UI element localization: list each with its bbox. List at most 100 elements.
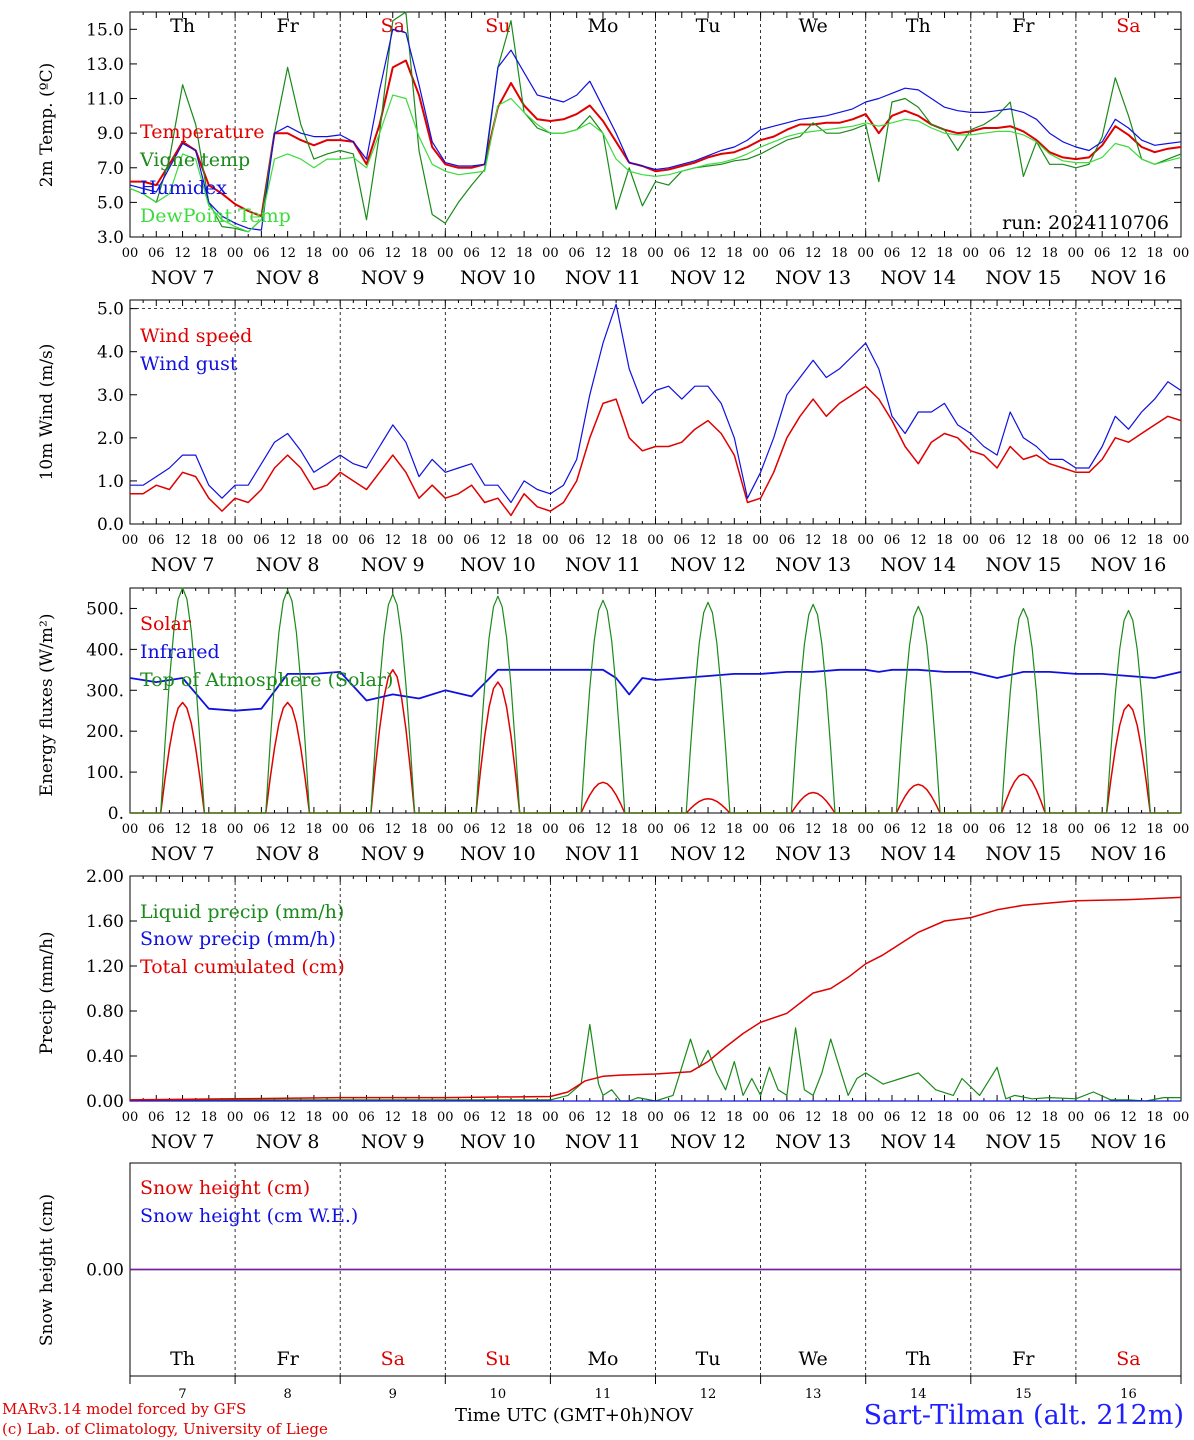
date-label: NOV 13	[775, 843, 851, 865]
hour-tick-label: 00	[752, 1110, 769, 1125]
hour-tick-label: 00	[752, 533, 769, 548]
date-label: NOV 11	[565, 554, 641, 576]
hour-tick-label: 00	[752, 246, 769, 261]
series-line-wind-0	[130, 385, 1182, 517]
hour-tick-label: 00	[1173, 246, 1190, 261]
hour-tick-label: 18	[306, 533, 323, 548]
hour-tick-label: 18	[306, 1110, 323, 1125]
series-line-temp-0	[130, 59, 1182, 218]
hour-tick-label: 12	[805, 533, 822, 548]
day-name: Tu	[696, 1348, 721, 1370]
day-name: Su	[485, 15, 510, 37]
hour-tick-label: 12	[490, 1110, 507, 1125]
date-number: 15	[1015, 1387, 1032, 1402]
date-label: NOV 8	[256, 1131, 320, 1153]
hour-tick-label: 06	[463, 1110, 480, 1125]
hour-tick-label: 06	[253, 822, 270, 837]
hour-tick-label: 18	[201, 246, 218, 261]
y-tick-label: 7.0	[97, 159, 124, 179]
hour-tick-label: 06	[989, 246, 1006, 261]
y-tick-label: 3.0	[97, 386, 124, 406]
hour-tick-label: 12	[595, 822, 612, 837]
hour-tick-label: 18	[621, 1110, 638, 1125]
hour-tick-label: 00	[1173, 1110, 1190, 1125]
y-axis-label-wind: 10m Wind (m/s)	[37, 344, 57, 481]
y-tick-label: 13.0	[86, 55, 124, 75]
hour-tick-label: 00	[647, 246, 664, 261]
date-label: NOV 9	[361, 267, 425, 289]
hour-tick-label: 00	[857, 246, 874, 261]
date-label: NOV 14	[880, 267, 956, 289]
hour-tick-label: 18	[726, 822, 743, 837]
hour-tick-label: 12	[279, 246, 296, 261]
date-label: NOV 8	[256, 843, 320, 865]
y-tick-label: 15.0	[86, 20, 124, 40]
hour-tick-label: 06	[358, 822, 375, 837]
legend-entry: Solar	[140, 613, 192, 635]
hour-tick-label: 18	[1146, 822, 1163, 837]
hour-tick-label: 18	[306, 246, 323, 261]
date-label: NOV 7	[151, 554, 215, 576]
series-line-precip-0	[130, 1023, 1181, 1102]
hour-tick-label: 00	[647, 533, 664, 548]
nov-label: NOV	[649, 1405, 694, 1426]
hour-tick-label: 00	[227, 533, 244, 548]
y-tick-label: 100.	[86, 763, 124, 783]
date-label: NOV 11	[565, 1131, 641, 1153]
hour-tick-label: 12	[595, 246, 612, 261]
hour-tick-label: 06	[779, 246, 796, 261]
hour-tick-label: 06	[779, 533, 796, 548]
date-label: NOV 16	[1091, 267, 1167, 289]
y-tick-label: 9.0	[97, 124, 124, 144]
day-name: Th	[170, 15, 195, 37]
hour-tick-label: 06	[148, 246, 165, 261]
hour-tick-label: 18	[1146, 533, 1163, 548]
date-label: NOV 11	[565, 843, 641, 865]
hour-tick-label: 00	[542, 533, 559, 548]
hour-tick-label: 00	[542, 1110, 559, 1125]
hour-tick-label: 00	[437, 246, 454, 261]
legend-entry: Wind gust	[140, 353, 238, 375]
hour-tick-label: 18	[831, 533, 848, 548]
y-tick-label: 0.00	[86, 1092, 124, 1112]
hour-tick-label: 00	[227, 246, 244, 261]
y-axis-label-temp: 2m Temp. (ºC)	[37, 63, 57, 188]
date-label: NOV 10	[460, 554, 536, 576]
y-tick-label: 0.00	[86, 1261, 124, 1281]
hour-tick-label: 18	[1146, 246, 1163, 261]
date-number: 9	[389, 1387, 397, 1402]
hour-tick-label: 06	[253, 1110, 270, 1125]
date-number: 7	[178, 1387, 186, 1402]
day-name: Mo	[587, 15, 618, 37]
day-name: Fr	[277, 1348, 300, 1370]
hour-tick-label: 00	[963, 822, 980, 837]
hour-tick-label: 18	[516, 822, 533, 837]
hour-tick-label: 06	[253, 246, 270, 261]
day-name: Fr	[277, 15, 300, 37]
hour-tick-label: 12	[490, 246, 507, 261]
hour-tick-label: 00	[122, 246, 139, 261]
date-label: NOV 12	[670, 267, 746, 289]
y-tick-label: 0.40	[86, 1047, 124, 1067]
hour-tick-label: 18	[936, 533, 953, 548]
hour-tick-label: 12	[1120, 1110, 1137, 1125]
hour-tick-label: 12	[384, 246, 401, 261]
hour-tick-label: 00	[437, 533, 454, 548]
date-label: NOV 12	[670, 554, 746, 576]
hour-tick-label: 06	[1094, 1110, 1111, 1125]
y-tick-label: 1.60	[86, 912, 124, 932]
series-line-temp-3	[129, 94, 1182, 233]
y-tick-label: 200.	[86, 722, 124, 742]
hour-tick-label: 18	[201, 1110, 218, 1125]
date-label: NOV 16	[1091, 1131, 1167, 1153]
date-label: NOV 9	[361, 554, 425, 576]
hour-tick-label: 12	[805, 822, 822, 837]
hour-tick-label: 18	[831, 246, 848, 261]
date-label: NOV 15	[985, 554, 1061, 576]
hour-tick-label: 12	[174, 1110, 191, 1125]
date-label: NOV 12	[670, 843, 746, 865]
hour-tick-label: 06	[1094, 246, 1111, 261]
date-label: NOV 14	[880, 843, 956, 865]
hour-tick-label: 12	[174, 533, 191, 548]
y-tick-label: 2.00	[86, 867, 124, 887]
